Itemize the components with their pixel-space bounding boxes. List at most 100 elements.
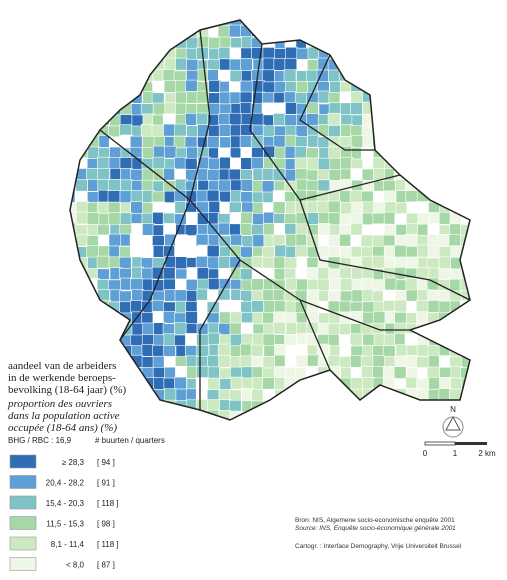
map-cell — [472, 113, 484, 125]
map-cell — [461, 178, 470, 192]
map-cell — [96, 80, 110, 94]
legend-count: [ 87 ] — [97, 561, 115, 570]
map-cell — [262, 125, 276, 138]
map-cell — [273, 58, 287, 71]
map-cell — [284, 57, 298, 71]
map-cell — [473, 334, 485, 346]
map-cell — [141, 235, 155, 248]
map-cell — [361, 399, 375, 413]
map-cell — [394, 157, 408, 170]
legend-swatch — [9, 557, 37, 571]
map-cell — [405, 278, 419, 291]
map-cell — [460, 323, 470, 336]
map-cell — [74, 69, 88, 82]
map-cell — [219, 378, 233, 391]
map-cell — [395, 146, 409, 160]
map-cell — [405, 355, 418, 368]
map-cell — [70, 20, 77, 27]
map-cell — [251, 80, 265, 93]
map-cell — [383, 36, 396, 50]
map-cell — [70, 92, 78, 105]
map-cell — [163, 25, 176, 39]
border — [299, 299, 410, 331]
map-cell — [119, 59, 133, 72]
map-cell — [328, 169, 342, 182]
map-cell — [428, 26, 442, 39]
map-cell — [239, 80, 253, 94]
map-cell — [130, 168, 143, 182]
map-cell — [437, 169, 451, 182]
map-cell — [196, 365, 209, 379]
map-cell — [131, 36, 144, 50]
map-cell — [218, 179, 231, 193]
map-cell — [339, 300, 352, 314]
legend-label: < 8,0 — [66, 561, 85, 570]
map-cell — [461, 125, 470, 139]
map-cell — [328, 146, 342, 160]
map-cell — [460, 135, 470, 148]
map-cell — [142, 421, 154, 433]
map-cell — [372, 366, 385, 379]
map-cell — [70, 344, 78, 358]
map-cell — [285, 409, 298, 420]
map-cell — [131, 410, 144, 420]
map-cell — [75, 211, 89, 225]
map-cell — [329, 20, 343, 29]
map-cell — [471, 158, 483, 170]
map-cell — [394, 46, 408, 60]
map-cell — [70, 246, 79, 259]
map-cell — [263, 410, 276, 420]
map-cell — [70, 36, 78, 49]
map-cell — [75, 20, 88, 28]
legend-label: ≥ 28,3 — [62, 458, 85, 467]
map-cell — [317, 179, 331, 193]
legend-label: 11,5 - 15,3 — [46, 520, 84, 529]
map-cell — [86, 79, 100, 93]
map-cell — [130, 20, 144, 28]
map-cell — [196, 288, 210, 302]
map-cell — [383, 146, 396, 159]
map-cell — [284, 423, 296, 435]
map-cell — [175, 278, 188, 292]
map-cell — [152, 102, 166, 116]
map-cell — [329, 410, 343, 420]
map-cell — [228, 112, 242, 126]
map-cell — [393, 410, 407, 420]
map-cell — [195, 388, 209, 402]
map-cell — [448, 234, 462, 247]
map-cell — [261, 102, 275, 116]
map-cell — [439, 48, 452, 61]
map-cell — [108, 233, 122, 247]
map-cell — [405, 376, 419, 390]
map-cell — [263, 222, 276, 236]
map-cell — [406, 223, 419, 236]
map-cell — [207, 124, 221, 138]
legend-subtitle: dans la population active — [8, 410, 120, 422]
map-cell — [119, 157, 133, 170]
map-cell — [340, 278, 353, 291]
map-cell — [295, 354, 309, 368]
map-cell — [206, 189, 220, 203]
map-cell — [261, 69, 275, 83]
map-cell — [197, 422, 209, 434]
map-cell — [316, 400, 330, 414]
map-cell — [219, 367, 232, 381]
map-cell — [350, 26, 364, 40]
map-cell — [472, 322, 484, 334]
map-cell — [130, 400, 143, 413]
map-cell — [350, 222, 364, 236]
map-cell — [396, 422, 408, 434]
map-cell — [239, 134, 253, 148]
map-cell — [472, 377, 484, 389]
map-cell — [461, 411, 470, 420]
map-cell — [460, 79, 470, 93]
map-cell — [70, 256, 78, 270]
source-nl: Bron: NIS, Algemene socio-economische en… — [295, 517, 455, 524]
map-cell — [240, 58, 253, 71]
map-cell — [97, 201, 110, 215]
map-cell — [449, 91, 463, 105]
map-cell — [109, 80, 123, 93]
map-cell — [417, 114, 431, 128]
map-cell — [449, 136, 462, 149]
